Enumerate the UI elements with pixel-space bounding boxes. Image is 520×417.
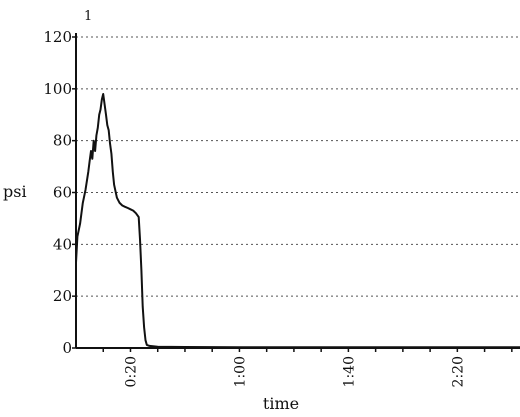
- corner-label: 1: [84, 9, 92, 24]
- y-tick-label-80: 80: [53, 132, 72, 150]
- series-layer: [75, 93, 520, 349]
- x-tick-label-1-00: 1:00: [232, 356, 248, 387]
- x-tick-label-2-20: 2:20: [450, 356, 466, 387]
- y-tick-label-60: 60: [53, 184, 72, 202]
- y-tick-label-0: 0: [62, 339, 72, 357]
- gridlines: [76, 36, 520, 297]
- y-tick-label-20: 20: [53, 287, 72, 305]
- y-axis-label: psi: [3, 182, 27, 201]
- axes: [72, 33, 520, 352]
- x-tick-label-0-20: 0:20: [124, 356, 140, 387]
- y-tick-label-40: 40: [53, 235, 72, 253]
- y-tick-label-120: 120: [43, 28, 72, 46]
- series-line-0: [75, 93, 520, 349]
- tick-labels: 0 20 40 60 80 100 120 0:20 1:00 1:40 2:20: [43, 28, 466, 387]
- x-axis-label: time: [263, 394, 299, 413]
- y-tick-label-100: 100: [43, 80, 72, 98]
- x-tick-label-1-40: 1:40: [341, 356, 357, 387]
